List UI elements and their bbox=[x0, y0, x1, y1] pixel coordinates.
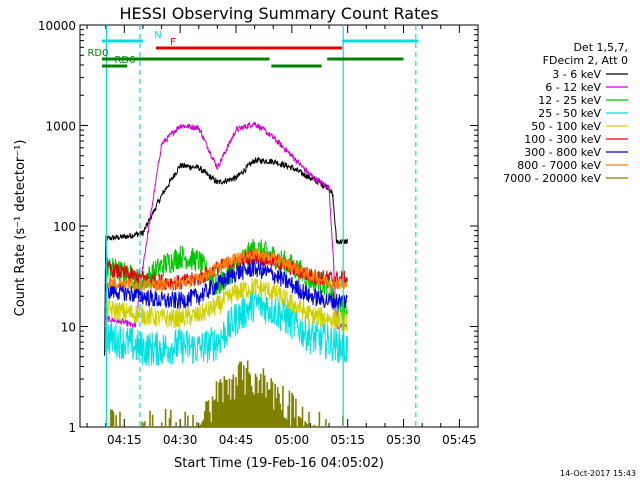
flag-label-f: F bbox=[170, 37, 176, 48]
legend-title-line-2: FDecim 2, Att 0 bbox=[543, 54, 628, 67]
legend-label: 6 - 12 keV bbox=[545, 81, 601, 94]
x-tick-label: 04:45 bbox=[219, 433, 254, 447]
x-tick-label: 04:15 bbox=[107, 433, 142, 447]
x-tick-label: 05:15 bbox=[330, 433, 365, 447]
y-tick-label: 1000 bbox=[45, 120, 76, 134]
series-line-3-6kev bbox=[104, 155, 349, 356]
flag-label-rd6: RD6 bbox=[114, 55, 135, 66]
x-tick-label: 05:30 bbox=[386, 433, 421, 447]
legend-label: 3 - 6 keV bbox=[552, 68, 601, 81]
legend-label: 25 - 50 keV bbox=[538, 107, 601, 120]
legend-title-line-1: Det 1,5,7, bbox=[573, 41, 628, 54]
flag-label-n: N bbox=[154, 30, 161, 41]
chart-title: HESSI Observing Summary Count Rates bbox=[119, 4, 438, 23]
series-line-50-100kev bbox=[105, 277, 348, 332]
series-line-800-7000kev bbox=[105, 248, 348, 293]
y-tick-label: 100 bbox=[53, 220, 76, 234]
x-tick-label: 05:00 bbox=[275, 433, 310, 447]
y-axis-label: Count Rate (s⁻¹ detector⁻¹) bbox=[13, 140, 28, 317]
series-line-6-12kev bbox=[104, 120, 348, 330]
footnote-timestamp: 14-Oct-2017 15:43 bbox=[560, 469, 636, 478]
legend-label: 12 - 25 keV bbox=[538, 94, 601, 107]
legend-label: 50 - 100 keV bbox=[531, 120, 601, 133]
series-line-300-800kev bbox=[105, 259, 348, 310]
legend-label: 100 - 300 keV bbox=[524, 133, 601, 146]
series-line-7000-20000-kev bbox=[110, 360, 344, 427]
y-tick-label: 10000 bbox=[38, 19, 76, 33]
legend-label: 800 - 7000 keV bbox=[517, 159, 601, 172]
y-tick-label: 10 bbox=[61, 321, 76, 335]
legend-label: 300 - 800 keV bbox=[524, 146, 601, 159]
plot-area: 04:15 04:30 04:45 05:00 05:15 05:30 05:45 1 10 10… bbox=[38, 19, 479, 447]
x-axis-label: Start Time (19-Feb-16 04:05:02) bbox=[174, 456, 384, 471]
y-tick-label: 1 bbox=[68, 421, 76, 435]
flag-label-rd0: RD0 bbox=[87, 48, 108, 59]
x-tick-label: 04:30 bbox=[163, 433, 198, 447]
x-tick-label: 05:45 bbox=[442, 433, 477, 447]
legend-label: 7000 - 20000 keV bbox=[503, 172, 601, 185]
series-line-25-50kev bbox=[105, 288, 348, 367]
